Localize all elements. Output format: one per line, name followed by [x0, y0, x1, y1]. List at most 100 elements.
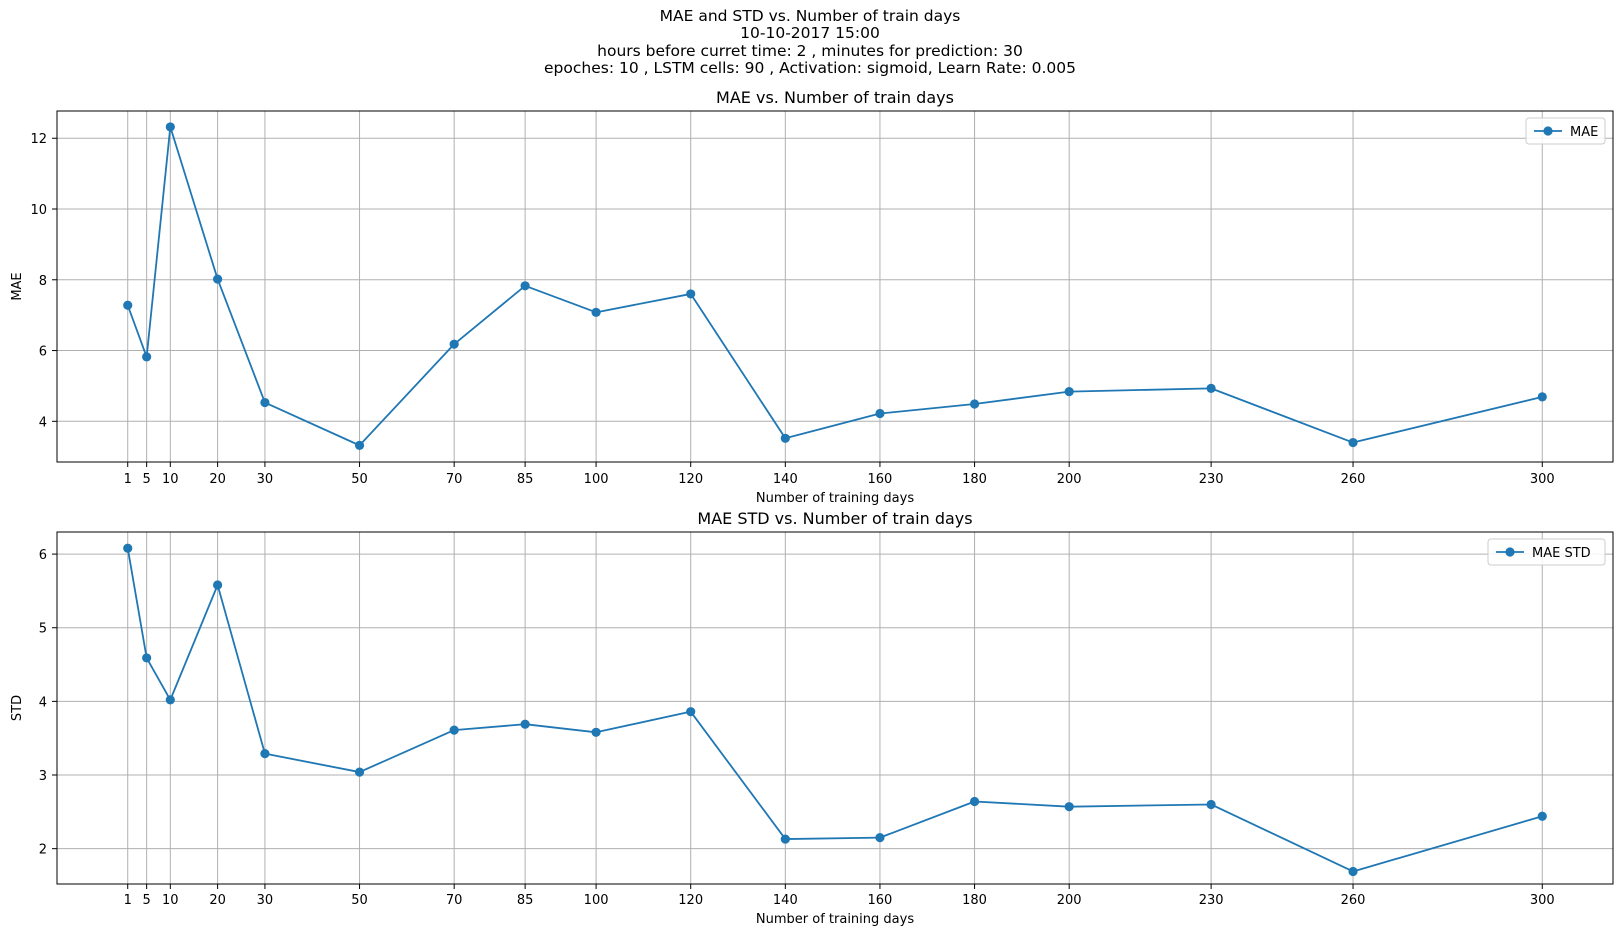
y-tick-label: 6	[39, 548, 47, 563]
data-point	[875, 408, 885, 419]
x-tick-label: 120	[678, 893, 703, 908]
x-tick-label: 120	[678, 472, 703, 487]
x-tick-label: 140	[773, 893, 798, 908]
x-tick-label: 30	[257, 893, 274, 908]
suptitle-line: hours before curret time: 2 , minutes fo…	[597, 42, 1023, 60]
suptitle-line: epoches: 10 , LSTM cells: 90 , Activatio…	[544, 59, 1076, 77]
data-point	[1537, 811, 1547, 821]
series-line	[126, 548, 1543, 873]
data-point	[969, 796, 980, 807]
x-tick-label: 230	[1199, 472, 1224, 487]
y-tick-label: 4	[39, 695, 47, 710]
data-point	[686, 289, 696, 299]
x-tick-label: 85	[517, 472, 534, 487]
plot-frame	[56, 110, 1614, 463]
mae-chart: MAE vs. Number of train days 1 5 10 20 30 50 70…	[10, 88, 1614, 506]
data-point	[449, 725, 459, 735]
x-tick-label: 5	[143, 472, 151, 487]
x-tick-label: 20	[209, 472, 226, 487]
x-tick-label: 160	[868, 893, 893, 908]
x-tick-label: 100	[584, 893, 609, 908]
data-point	[213, 274, 223, 284]
chart-title: MAE vs. Number of train days	[716, 88, 954, 107]
x-tick-label: 180	[962, 472, 987, 487]
x-tick-label: 180	[962, 893, 987, 908]
data-point	[686, 707, 696, 717]
data-point	[591, 727, 601, 737]
data-point	[520, 281, 530, 291]
data-point	[142, 653, 152, 663]
x-tick-label: 20	[209, 893, 226, 908]
x-tick-label: 300	[1530, 893, 1555, 908]
data-point	[1206, 383, 1216, 394]
suptitle-line: MAE and STD vs. Number of train days	[660, 7, 961, 25]
x-tick-label: 260	[1341, 893, 1366, 908]
y-axis-label: MAE	[10, 272, 25, 300]
data-point	[123, 300, 133, 310]
data-point	[449, 339, 459, 349]
legend-box	[1487, 538, 1606, 566]
x-tick-label: 200	[1057, 472, 1082, 487]
x-tick-label: 200	[1057, 893, 1082, 908]
x-axis-label: Number of training days	[756, 912, 914, 927]
suptitle-line: 10-10-2017 15:00	[740, 24, 880, 42]
y-tick-label: 3	[39, 769, 47, 784]
data-point	[1064, 802, 1074, 812]
legend-label: MAE STD	[1532, 546, 1591, 561]
suptitle: MAE and STD vs. Number of train days10-1…	[544, 7, 1076, 77]
legend-marker	[1505, 547, 1515, 557]
data-point	[165, 695, 175, 705]
data-point	[591, 307, 601, 317]
y-tick-label: 2	[39, 843, 47, 858]
x-tick-label: 1	[124, 893, 132, 908]
data-point	[142, 352, 152, 362]
y-tick-label: 8	[39, 274, 47, 289]
data-point	[520, 719, 530, 729]
y-tick-label: 6	[39, 345, 47, 360]
x-tick-label: 5	[143, 893, 151, 908]
data-point	[780, 433, 790, 443]
y-tick-label: 12	[30, 132, 47, 147]
x-tick-label: 50	[351, 893, 368, 908]
x-tick-label: 1	[124, 472, 132, 487]
data-point	[213, 580, 223, 590]
data-point	[875, 833, 885, 843]
y-tick-label: 5	[39, 622, 47, 637]
x-tick-label: 70	[446, 893, 463, 908]
x-tick-label: 10	[162, 893, 179, 908]
data-point	[165, 122, 175, 132]
y-axis-label: STD	[10, 695, 25, 721]
data-point	[260, 749, 270, 759]
data-point	[260, 397, 270, 408]
data-point	[123, 543, 133, 553]
chart-title: MAE STD vs. Number of train days	[697, 509, 972, 528]
legend-label: MAE	[1570, 125, 1598, 140]
x-tick-label: 70	[446, 472, 463, 487]
series-line	[126, 126, 1543, 447]
data-point	[354, 767, 365, 777]
x-tick-label: 160	[868, 472, 893, 487]
x-tick-label: 260	[1341, 472, 1366, 487]
x-tick-label: 230	[1199, 893, 1224, 908]
plot-frame	[56, 531, 1614, 885]
y-tick-label: 10	[30, 203, 47, 218]
data-point	[354, 440, 365, 450]
x-tick-label: 50	[351, 472, 368, 487]
legend-marker	[1543, 126, 1553, 136]
data-point	[1206, 799, 1216, 810]
x-tick-label: 140	[773, 472, 798, 487]
legend-box	[1525, 117, 1606, 145]
data-point	[969, 399, 980, 409]
x-tick-label: 30	[257, 472, 274, 487]
data-point	[1348, 437, 1358, 448]
x-tick-label: 100	[584, 472, 609, 487]
data-point	[1537, 392, 1547, 402]
data-point	[1064, 386, 1074, 397]
x-tick-label: 10	[162, 472, 179, 487]
x-tick-label: 300	[1530, 472, 1555, 487]
x-axis-label: Number of training days	[756, 491, 914, 506]
x-tick-label: 85	[517, 893, 534, 908]
y-tick-label: 4	[39, 415, 47, 430]
